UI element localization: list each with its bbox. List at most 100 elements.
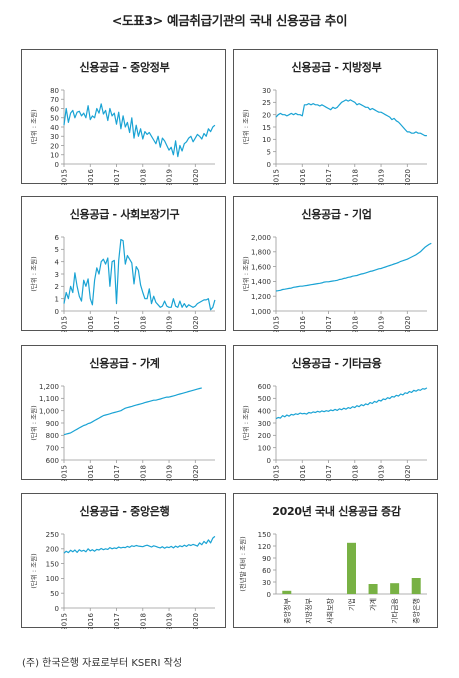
y-tick-label: 1,100 (39, 395, 59, 403)
y-tick-label: 80 (50, 87, 59, 95)
y-tick-label: 100 (46, 575, 59, 583)
y-tick-label: 150 (258, 531, 271, 539)
x-tick-label: 2017 (325, 169, 333, 185)
chart-svg: 1,000 1,200 1,400 1,600 1,800 2,000 (단위 : 조원) 2… (241, 234, 432, 332)
series-line (275, 242, 432, 292)
y-axis-label: (단위 : 조원) (29, 405, 38, 440)
y-tick-label: 0 (55, 308, 59, 316)
y-tick-label: 600 (258, 383, 271, 391)
chart-svg: 0 30 60 90 120 150 (전년말 대비 : 조원) 중앙정부 지방정부 사회보장 기업… (238, 531, 427, 624)
chart-title: 2020년 국내 신용공급 증감 (272, 505, 401, 518)
y-tick-label: 500 (258, 395, 271, 403)
bar (411, 578, 421, 594)
y-tick-label: 1,400 (251, 278, 271, 286)
chart-panel-local-government: 0 5 10 15 20 25 30 (단위 : 조원) 2015 2016 2017 2018 201… (233, 49, 438, 185)
y-tick-label: 60 (50, 105, 59, 113)
y-tick-label: 0 (267, 457, 271, 465)
chart-panel-2020-change: 0 30 60 90 120 150 (전년말 대비 : 조원) 중앙정부 지방정부 사회보장 기업… (233, 493, 438, 628)
y-tick-label: 6 (55, 234, 60, 242)
category-label: 사회보장 (325, 597, 334, 623)
y-tick-label: 30 (262, 87, 271, 95)
x-tick-label: 2016 (87, 464, 95, 481)
y-tick-label: 1,800 (251, 249, 271, 257)
series-line (63, 238, 216, 311)
x-tick-label: 2019 (166, 613, 174, 629)
y-axis-label: (단위 : 조원) (241, 256, 250, 291)
y-tick-label: 20 (262, 111, 271, 119)
chart-svg: 0 1 2 3 4 5 6 (단위 : 조원) 2015 2016 2017 2018 2019 2020 (29, 234, 216, 332)
y-tick-label: 3 (55, 271, 59, 279)
y-axis-label: (단위 : 조원) (241, 405, 250, 440)
y-tick-label: 5 (267, 148, 271, 156)
chart-svg: 600 700 800 900 1,000 1,100 1,200 (단위 : 조원) 2015… (29, 383, 215, 481)
y-tick-label: 40 (50, 124, 59, 132)
y-tick-label: 200 (258, 432, 271, 440)
y-tick-label: 150 (46, 560, 59, 568)
x-tick-label: 2016 (87, 168, 95, 185)
y-tick-label: 1,200 (39, 383, 59, 391)
x-tick-label: 2018 (139, 465, 147, 481)
chart-panel-central-government: 0 10 20 30 40 50 60 70 80 (단위 : 조원) 2015 2016 2017 20… (21, 49, 226, 185)
x-tick-label: 2020 (192, 613, 200, 629)
x-tick-label: 2018 (351, 169, 359, 185)
chart-title: 신용공급 - 가계 (89, 357, 160, 370)
y-tick-label: 120 (258, 543, 271, 551)
category-label: 중앙정부 (282, 597, 291, 623)
y-axis-label: (전년말 대비 : 조원) (238, 536, 247, 591)
y-tick-label: 4 (55, 258, 60, 266)
y-tick-label: 50 (50, 115, 59, 123)
y-tick-label: 100 (258, 444, 271, 452)
series-line (275, 387, 428, 420)
x-tick-label: 2015 (273, 169, 281, 185)
x-tick-label: 2016 (299, 315, 307, 332)
category-label: 중앙은행 (412, 598, 421, 624)
bar (282, 590, 292, 594)
x-tick-label: 2017 (113, 613, 121, 629)
y-tick-label: 1,000 (251, 308, 271, 316)
series-line (63, 387, 202, 436)
y-tick-label: 90 (262, 555, 271, 563)
x-tick-label: 2016 (87, 612, 95, 629)
y-tick-label: 0 (267, 591, 271, 599)
y-tick-label: 800 (46, 432, 59, 440)
y-tick-label: 700 (46, 444, 59, 452)
x-tick-label: 2020 (404, 169, 412, 185)
y-tick-label: 300 (258, 420, 271, 428)
x-tick-label: 2020 (192, 465, 200, 481)
x-tick-label: 2018 (351, 316, 359, 332)
x-tick-label: 2019 (166, 169, 174, 185)
x-tick-label: 2017 (113, 465, 121, 481)
y-tick-label: 30 (262, 579, 271, 587)
y-tick-label: 15 (262, 124, 271, 132)
x-tick-label: 2020 (404, 465, 412, 481)
y-tick-label: 30 (50, 133, 59, 141)
category-label: 지방정부 (304, 597, 313, 623)
x-tick-label: 2020 (192, 169, 200, 185)
main-title: <도표3> 예금취급기관의 국내 신용공급 추이 (111, 13, 348, 28)
y-tick-label: 1,200 (251, 293, 271, 301)
category-label: 기타금융 (390, 597, 399, 623)
y-tick-label: 10 (50, 152, 59, 160)
x-tick-label: 2015 (61, 316, 69, 332)
bar (347, 542, 356, 594)
chart-title: 신용공급 - 지방정부 (291, 61, 382, 74)
y-tick-label: 70 (50, 96, 59, 104)
x-tick-label: 2015 (273, 465, 281, 481)
series-line (275, 99, 427, 137)
y-tick-label: 2 (55, 283, 59, 291)
chart-svg: 0 5 10 15 20 25 30 (단위 : 조원) 2015 2016 2017 2018 201… (241, 87, 427, 185)
y-tick-label: 900 (46, 420, 59, 428)
x-tick-label: 2016 (299, 168, 307, 185)
y-tick-label: 0 (267, 161, 271, 169)
y-axis-label: (단위 : 조원) (241, 109, 250, 144)
x-tick-label: 2015 (61, 465, 69, 481)
y-axis-label: (단위 : 조원) (29, 553, 38, 588)
chart-title: 신용공급 - 기타금융 (291, 357, 382, 370)
x-tick-label: 2020 (404, 316, 412, 332)
x-tick-label: 2017 (325, 465, 333, 481)
series-line (63, 535, 216, 554)
chart-panel-social-security: 0 1 2 3 4 5 6 (단위 : 조원) 2015 2016 2017 2018 2019 2020… (21, 196, 226, 332)
x-tick-label: 2019 (378, 316, 386, 332)
y-tick-label: 0 (55, 161, 59, 169)
